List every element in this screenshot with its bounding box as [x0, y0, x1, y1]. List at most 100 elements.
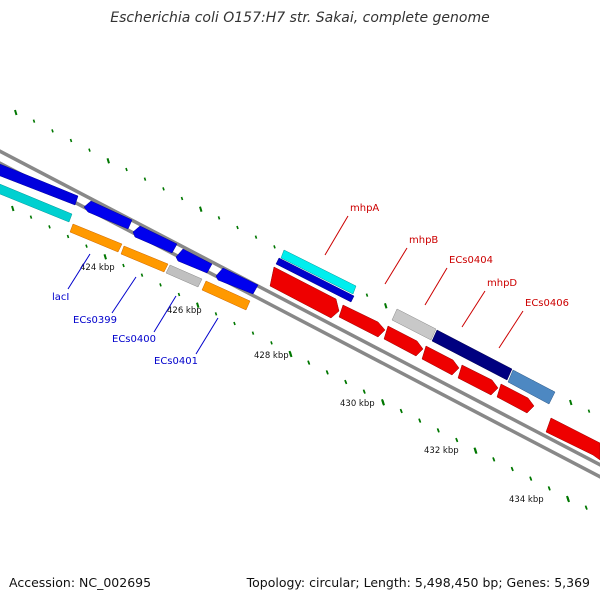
ruler-dash [569, 399, 573, 406]
gene-fwd-5 [457, 364, 499, 396]
gene-ECs0399 [132, 225, 178, 254]
ruler-dash [106, 158, 110, 164]
tick-label: 428 kbp [254, 351, 289, 361]
gene-fwd-6 [496, 383, 535, 414]
ruler-dash [585, 506, 588, 510]
gene-fwd-2 [338, 304, 386, 338]
gene-cyan-left [0, 183, 73, 223]
scale-ticks: 424 kbp 426 kbp 428 kbp 430 kbp 432 kbp 434 k… [80, 263, 544, 505]
ruler-dash [125, 167, 128, 172]
leader-line [153, 295, 177, 333]
ruler-dash [140, 273, 144, 277]
ruler-dash [548, 487, 551, 491]
ruler-dash [381, 400, 385, 406]
ruler-dash [363, 390, 366, 394]
ruler-dash [29, 215, 33, 219]
map-title: Escherichia coli O157:H7 str. Sakai, com… [110, 10, 490, 26]
gene-label-ECs0401: ECs0401 [154, 356, 198, 367]
gene-label-ECs0399: ECs0399 [73, 315, 117, 326]
leader-line [67, 253, 91, 290]
ruler-dash [48, 225, 51, 229]
backbone [0, 149, 600, 479]
gene-fwd-3 [383, 325, 424, 357]
ruler-dash [529, 477, 533, 481]
accession-text: Accession: NC_002695 [9, 575, 152, 590]
ruler-dash [103, 254, 107, 260]
ruler-dash [217, 216, 221, 220]
gene-label-mhpB: mhpB [409, 235, 438, 246]
leader-line [461, 290, 486, 328]
ruler-dash [66, 234, 70, 239]
ruler-dash [365, 293, 369, 297]
ruler-dash [492, 458, 496, 462]
ruler-dash [51, 129, 54, 133]
leader-line [324, 215, 349, 256]
tick-label: 432 kbp [424, 446, 459, 456]
ruler-dash [307, 361, 311, 365]
gene-label-lacI: lacI [52, 292, 69, 303]
gene-label-ECs0406: ECs0406 [525, 298, 569, 309]
gene-label-ECs0404: ECs0404 [449, 255, 493, 266]
forward-strand [269, 249, 600, 461]
gene-labels: lacI ECs0399 ECs0400 ECs0401 mhpA mhpB ECs0404… [52, 203, 569, 367]
ruler-dash [511, 467, 514, 472]
genome-summary-text: Topology: circular; Length: 5,498,450 bp… [246, 575, 590, 590]
leader-line [111, 276, 137, 314]
gene-label-ECs0400: ECs0400 [112, 334, 156, 345]
gene-fwd-4 [421, 345, 460, 376]
ruler-dash [214, 312, 218, 316]
reverse-strand [0, 163, 259, 311]
gene-orange-3 [201, 280, 251, 311]
ruler-dash [270, 341, 273, 345]
dotted-ruler-outer [11, 109, 591, 510]
ruler-dash [344, 380, 348, 385]
gene-orange-2 [120, 245, 169, 273]
gene-ECs0404 [391, 308, 437, 341]
gene-ECs0406 [507, 369, 556, 405]
ruler-dash [162, 187, 165, 191]
gene-mhpA-cyan [280, 249, 357, 295]
tick-label: 430 kbp [340, 399, 375, 409]
ruler-dash [418, 419, 422, 423]
ruler-dash [289, 351, 293, 358]
gene-mhpA [275, 257, 355, 303]
ruler-dash [254, 235, 258, 239]
leader-line [424, 267, 448, 306]
ruler-dash [384, 303, 388, 309]
gene-gray-1 [165, 264, 203, 288]
leader-line [195, 317, 219, 355]
gene-fwd-1 [269, 266, 340, 319]
ruler-dash [11, 205, 15, 212]
ruler-dash [236, 225, 239, 230]
tick-label: 434 kbp [509, 495, 544, 505]
ruler-dash [474, 448, 478, 454]
ruler-dash [177, 292, 181, 297]
gene-label-mhpA: mhpA [350, 203, 379, 214]
gene-lacI [83, 200, 133, 230]
ruler-dash [251, 331, 255, 335]
leader-line [384, 247, 408, 285]
gene-orange-1 [69, 223, 123, 253]
ruler-dash [14, 109, 18, 116]
ruler-dash [455, 438, 459, 443]
ruler-dash [587, 409, 591, 413]
tick-label: 426 kbp [167, 306, 202, 316]
gene-ECs0401 [215, 267, 259, 295]
gene-mhpD [431, 329, 513, 381]
gene-blue-left [0, 163, 79, 206]
tick-label: 424 kbp [80, 263, 115, 273]
gene-label-mhpD: mhpD [487, 278, 517, 289]
ruler-dash [69, 138, 73, 143]
ruler-dash [196, 302, 200, 308]
ruler-dash [233, 321, 236, 326]
ruler-dash [88, 148, 91, 152]
ruler-dash [143, 177, 147, 181]
ruler-dash [326, 371, 329, 375]
ruler-dash [180, 196, 184, 201]
ruler-dash [32, 119, 36, 123]
ruler-dash [85, 244, 88, 248]
ruler-dash [400, 409, 403, 414]
ruler-dash [273, 245, 276, 249]
ruler-dash [566, 496, 570, 503]
